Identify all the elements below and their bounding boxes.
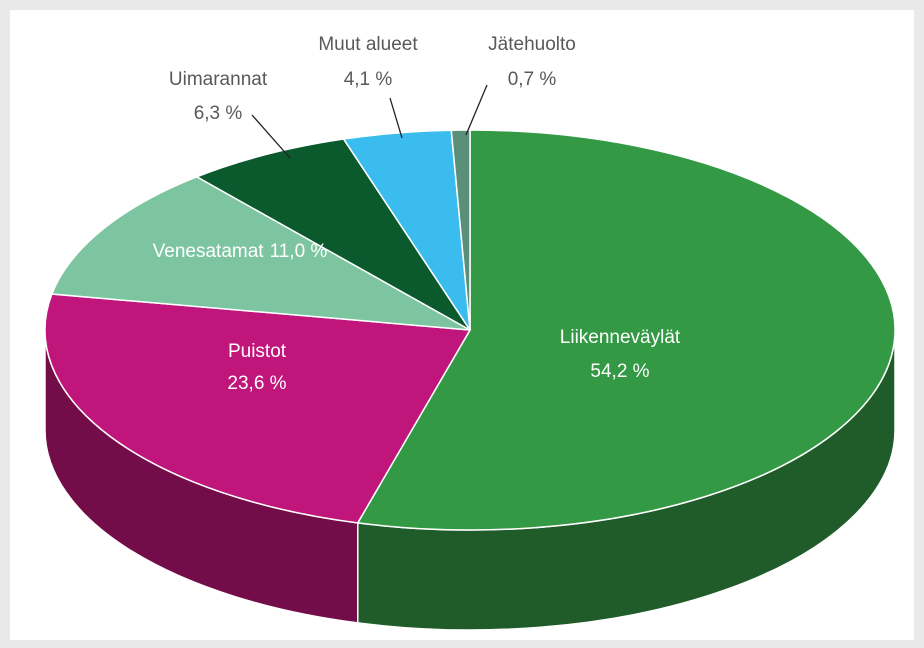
category-label: Puistot [228,341,287,362]
value-label: 4,1 % [344,69,393,90]
category-label: Jätehuolto [488,34,576,55]
data-label: Venesatamat 11,0 % [153,241,328,262]
value-label: 11,0 % [270,241,328,262]
slice [195,138,471,331]
category-label: Liikenneväylät [560,327,681,348]
category-label: Venesatamat [153,241,265,262]
slice [356,129,896,531]
leader-line [251,114,291,159]
slice [50,175,471,331]
leader-line [465,84,488,136]
value-label: 23,6 % [227,373,286,394]
value-label: 54,2 % [590,361,649,382]
category-label: Uimarannat [169,69,268,90]
slice [450,129,471,331]
leader-line [389,97,403,139]
value-label: 6,3 % [194,103,243,124]
value-label: 0,7 % [508,69,557,90]
category-label: Muut alueet [318,34,418,55]
slice [44,293,472,524]
